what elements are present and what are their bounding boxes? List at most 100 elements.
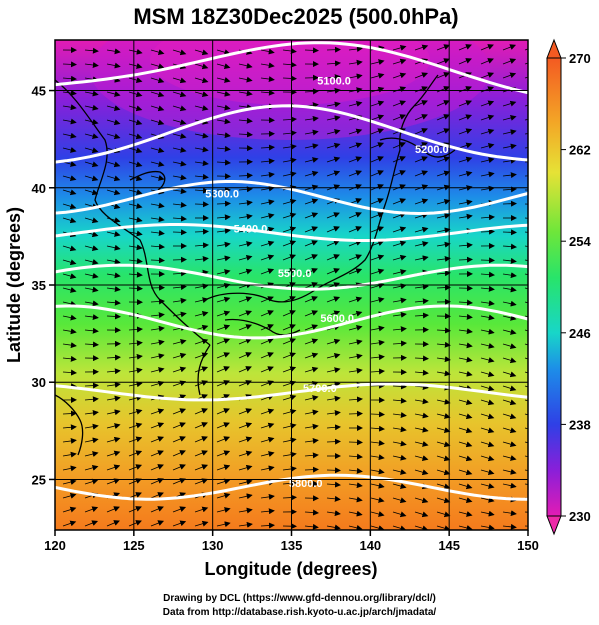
wind-vector xyxy=(502,343,517,350)
wind-vector xyxy=(304,437,319,444)
wind-vector xyxy=(238,199,253,206)
wind-vector xyxy=(304,466,319,473)
wind-vector xyxy=(436,441,451,448)
wind-vector xyxy=(370,325,385,332)
wind-vector xyxy=(304,423,319,430)
wind-vector xyxy=(238,241,253,248)
wind-vector xyxy=(150,216,165,223)
wind-vector xyxy=(84,259,99,265)
wind-vector xyxy=(260,158,275,165)
wind-vector xyxy=(326,74,341,81)
wind-vector xyxy=(150,147,165,154)
wind-vector xyxy=(348,467,363,474)
wind-vector xyxy=(194,450,208,457)
wind-vector xyxy=(106,48,121,55)
wind-vector xyxy=(194,132,209,139)
wind-vector xyxy=(458,256,473,263)
wind-vector xyxy=(502,58,517,65)
wind-vector xyxy=(282,254,297,261)
wind-vector xyxy=(414,226,429,233)
wind-vector xyxy=(62,61,77,68)
wind-vector xyxy=(304,212,319,219)
wind-vector xyxy=(62,369,77,376)
credit-data: Data from http://database.rish.kyoto-u.a… xyxy=(162,607,437,618)
wind-vector xyxy=(128,230,143,237)
wind-vector xyxy=(304,395,319,402)
wind-vector xyxy=(304,129,319,136)
wind-vector xyxy=(238,479,253,485)
wind-vector xyxy=(260,352,274,359)
wind-vector xyxy=(458,313,473,320)
wind-vector xyxy=(436,227,451,234)
wind-vector xyxy=(392,58,407,65)
wind-vector xyxy=(436,413,451,419)
wind-vector xyxy=(480,214,495,221)
wind-vector xyxy=(172,464,186,471)
wind-vector xyxy=(238,254,253,261)
wind-vector xyxy=(172,352,187,359)
wind-vector xyxy=(194,478,209,485)
wind-vector xyxy=(172,436,186,443)
wind-vector xyxy=(172,450,186,457)
gridlines xyxy=(54,40,529,530)
wind-vector xyxy=(370,114,385,121)
wind-vector xyxy=(304,268,318,275)
wind-vector xyxy=(458,142,473,149)
wind-vector xyxy=(370,240,385,247)
wind-vector xyxy=(524,511,528,513)
wind-vector xyxy=(194,408,208,415)
wind-vector xyxy=(128,408,143,415)
wind-vector xyxy=(128,285,143,292)
wind-vector xyxy=(326,310,341,317)
wind-vector xyxy=(128,63,143,69)
wind-vector xyxy=(348,212,362,219)
wind-vector xyxy=(480,72,495,79)
wind-vector xyxy=(348,396,363,403)
wind-vector xyxy=(392,72,407,79)
wind-vector xyxy=(216,436,231,443)
wind-vector xyxy=(524,385,528,388)
wind-vector xyxy=(370,511,385,517)
wind-vector xyxy=(414,198,429,205)
wind-vector xyxy=(238,76,253,83)
wind-vector xyxy=(260,296,274,303)
wind-vector xyxy=(150,408,165,415)
wind-vector xyxy=(216,310,231,317)
wind-vector xyxy=(238,186,253,193)
wind-vector xyxy=(458,399,473,406)
wind-vector xyxy=(260,144,275,151)
wind-vector xyxy=(216,338,231,345)
wind-vector xyxy=(348,254,363,261)
wind-vector xyxy=(238,172,253,179)
wind-vector xyxy=(348,310,363,317)
wind-vector xyxy=(436,427,451,433)
wind-vector xyxy=(348,339,363,346)
x-tick-label: 130 xyxy=(202,538,224,553)
contour-line xyxy=(55,382,528,402)
wind-vector xyxy=(414,298,429,305)
wind-vector xyxy=(84,314,99,321)
wind-vector xyxy=(414,142,428,149)
wind-vector xyxy=(348,439,363,446)
wind-vector xyxy=(436,156,451,163)
wind-vector xyxy=(524,455,528,458)
wind-vector xyxy=(392,440,407,447)
wind-vector xyxy=(62,342,77,349)
wind-vector xyxy=(216,132,231,139)
wind-vector xyxy=(502,129,517,136)
wind-vector xyxy=(458,128,473,135)
wind-vector xyxy=(326,381,341,388)
x-tick-label: 125 xyxy=(123,538,145,553)
wind-vector xyxy=(458,455,473,462)
wind-vector xyxy=(172,146,187,153)
wind-vector xyxy=(282,268,296,275)
wind-vector xyxy=(502,329,517,335)
wind-vector xyxy=(106,313,121,320)
wind-vector xyxy=(524,483,528,485)
wind-vector xyxy=(150,243,165,250)
wind-vector xyxy=(282,143,297,150)
wind-vector xyxy=(216,478,231,485)
wind-vector xyxy=(150,353,165,360)
wind-vector xyxy=(370,496,385,503)
